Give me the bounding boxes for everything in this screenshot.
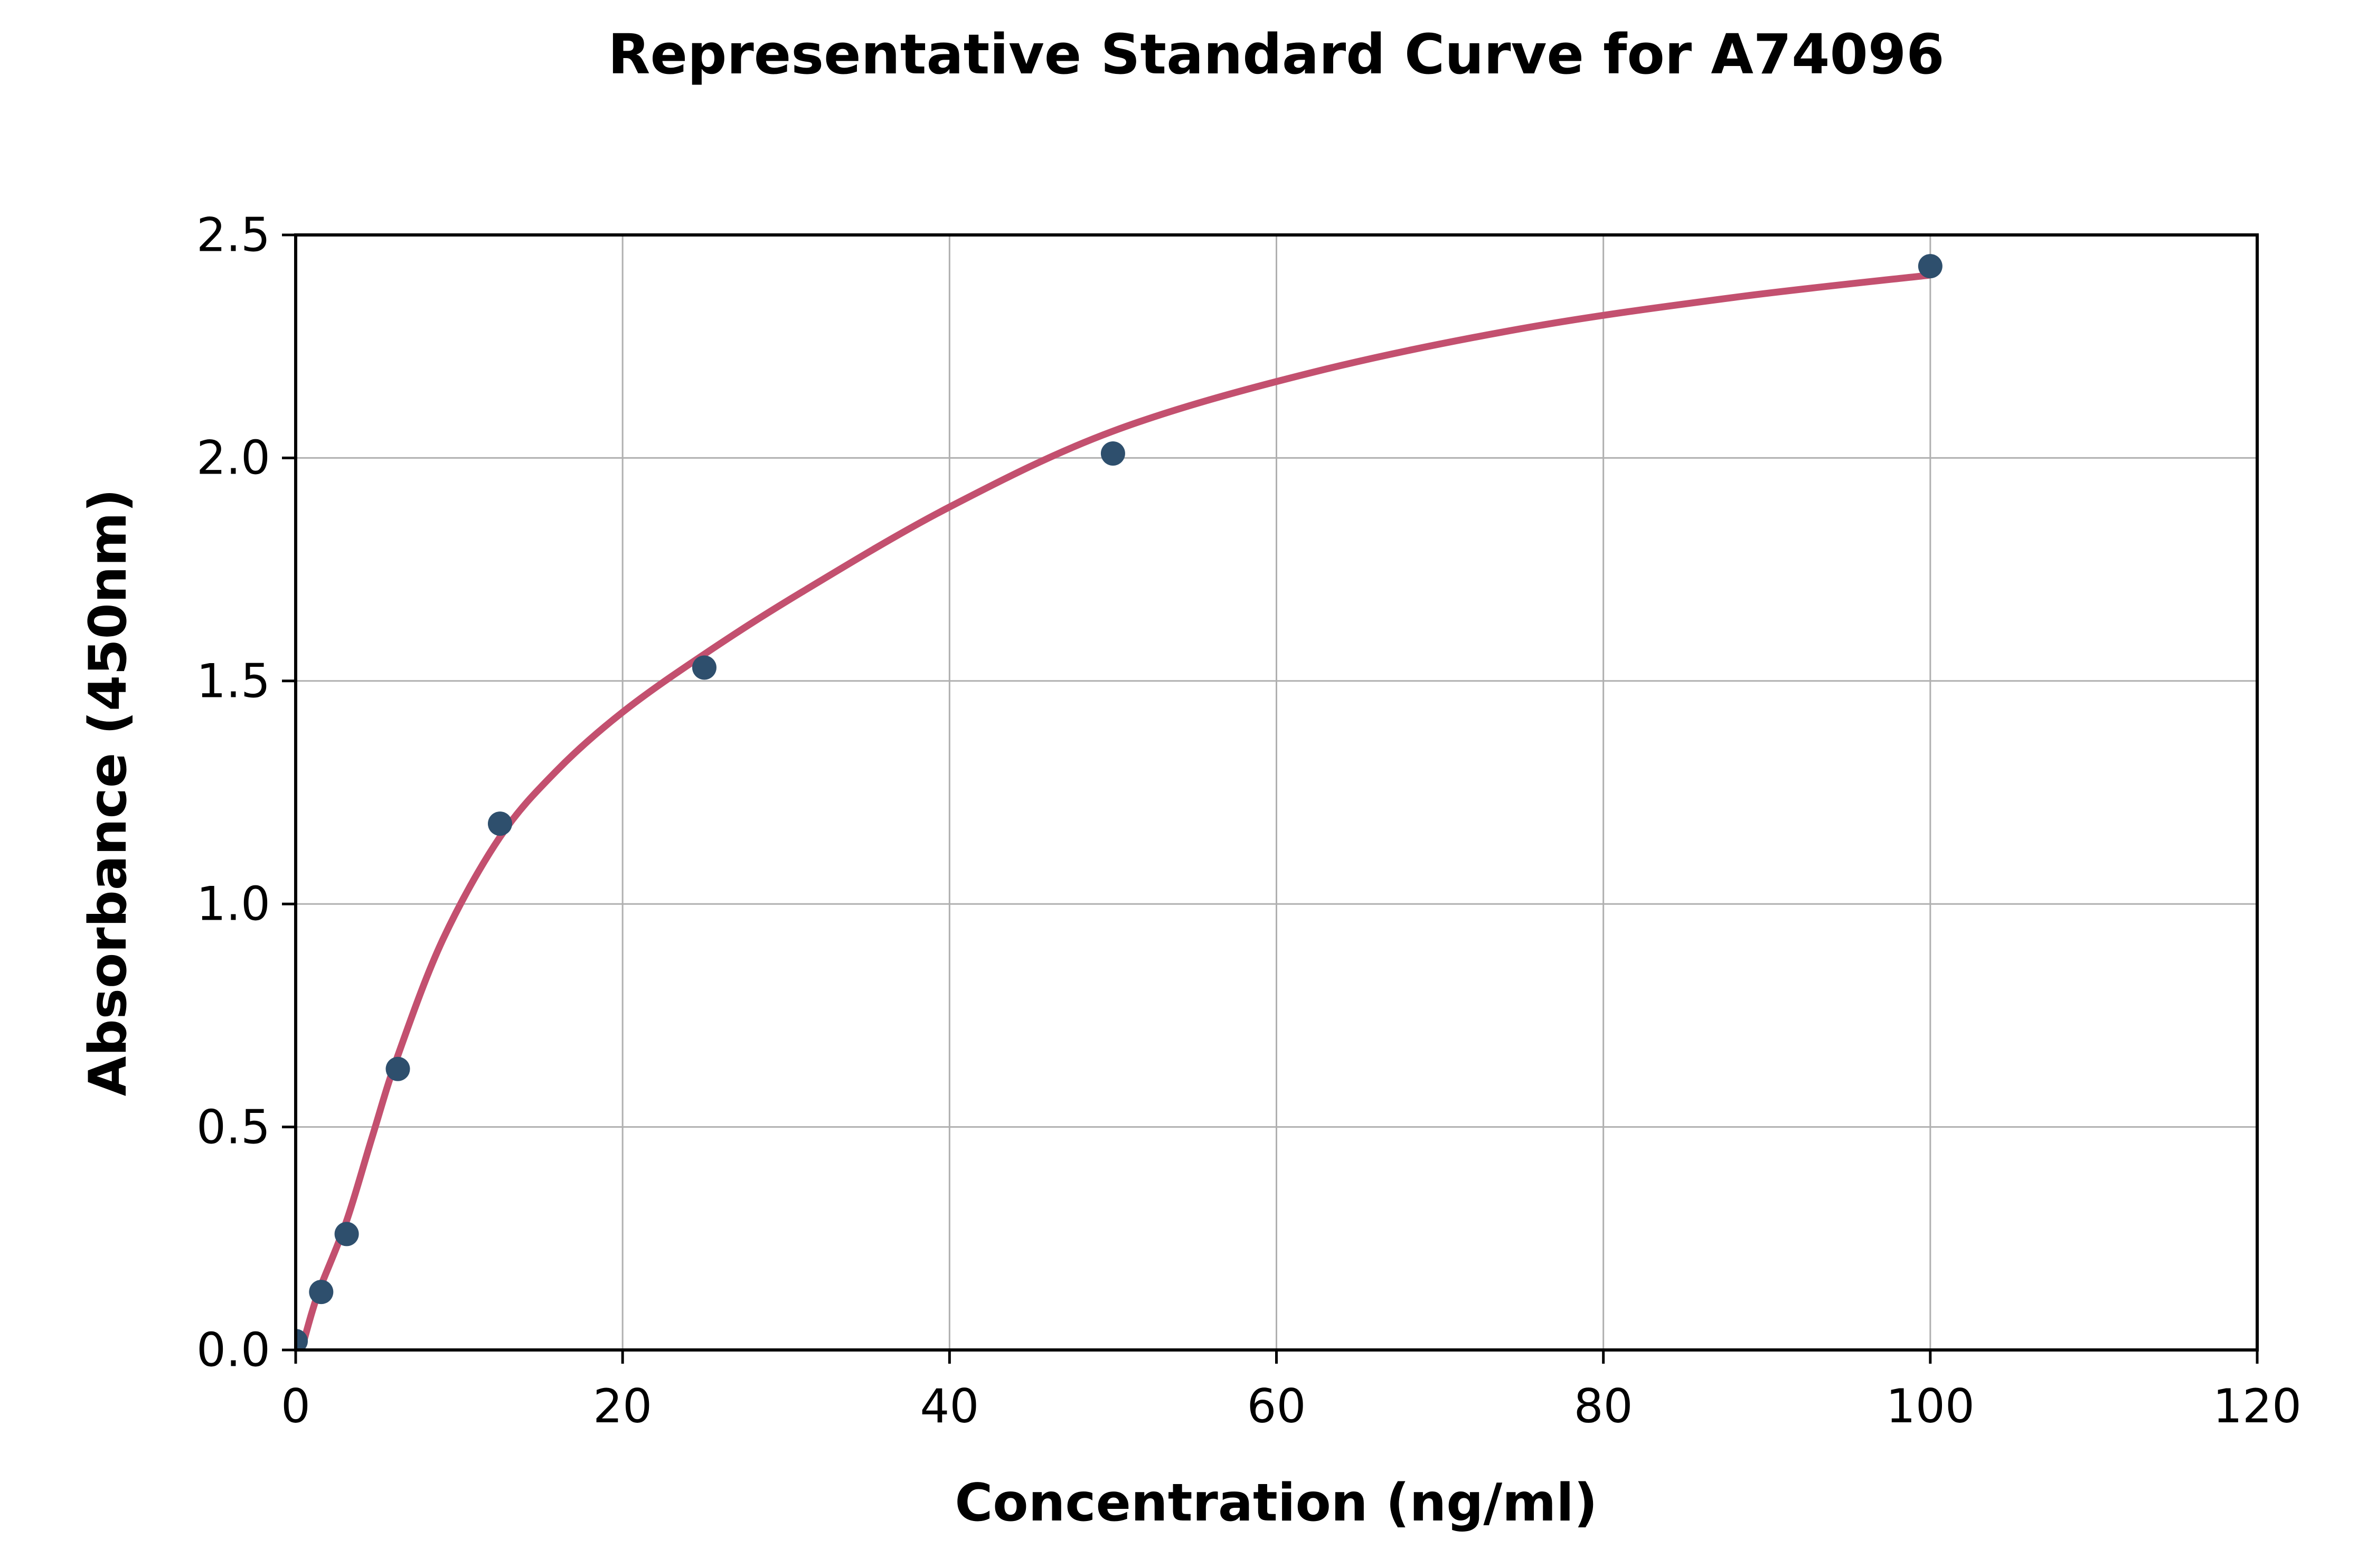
x-tick-label: 20 xyxy=(593,1379,653,1433)
data-point xyxy=(692,655,716,680)
y-tick-label: 1.0 xyxy=(196,876,270,931)
x-tick-label: 100 xyxy=(1885,1379,1975,1433)
x-tick-label: 120 xyxy=(2213,1379,2302,1433)
y-tick-label: 1.5 xyxy=(196,654,270,709)
y-tick-label: 0.0 xyxy=(196,1323,270,1377)
chart-title: Representative Standard Curve for A74096 xyxy=(608,22,1945,87)
data-point xyxy=(309,1280,334,1305)
data-point xyxy=(1918,254,1943,279)
fit-curve xyxy=(298,271,1931,1350)
data-point xyxy=(385,1056,410,1081)
data-point xyxy=(296,1329,308,1350)
data-point xyxy=(334,1222,359,1246)
axes-box xyxy=(294,233,2259,1352)
data-point xyxy=(487,811,512,836)
y-tick-label: 0.5 xyxy=(196,1100,270,1155)
data-point xyxy=(1100,441,1125,466)
x-tick-label: 60 xyxy=(1247,1379,1306,1433)
x-tick-label: 40 xyxy=(920,1379,979,1433)
y-tick-label: 2.0 xyxy=(196,430,270,485)
x-tick-label: 0 xyxy=(281,1379,310,1433)
y-tick-label: 2.5 xyxy=(196,207,270,262)
x-axis-label: Concentration (ng/ml) xyxy=(955,1473,1598,1533)
x-tick-label: 80 xyxy=(1573,1379,1633,1433)
